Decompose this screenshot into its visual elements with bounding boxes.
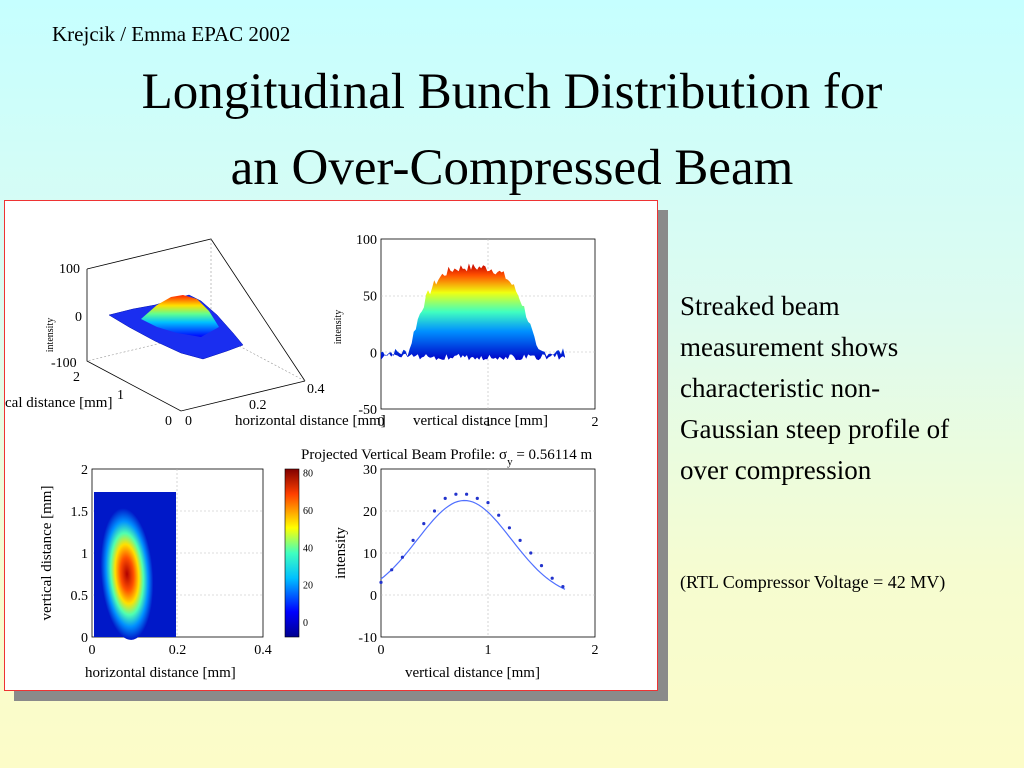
scatter-point xyxy=(486,501,490,505)
scatter-title: Projected Vertical Beam Profile: σy = 0.… xyxy=(301,447,592,468)
scatter-point xyxy=(422,522,426,526)
scatter-point xyxy=(539,564,544,568)
heatmap-xtick: 0.4 xyxy=(254,643,272,658)
scatter-ytick: 10 xyxy=(363,547,377,562)
surface-ytick: 0 xyxy=(165,414,172,429)
surface-ylabel: cal distance [mm] xyxy=(5,395,112,411)
scatter-plot: Projected Vertical Beam Profile: σy = 0.… xyxy=(301,447,599,681)
surface-axes xyxy=(86,269,306,412)
scatter-xtick: 2 xyxy=(592,643,599,658)
scatter-ytick: -10 xyxy=(358,631,377,646)
scatter-point xyxy=(561,585,565,589)
voltage-note: (RTL Compressor Voltage = 42 MV) xyxy=(680,572,946,592)
scatter-xtick: 1 xyxy=(485,643,492,658)
heatmap-ytick: 2 xyxy=(81,463,88,478)
scatter-point xyxy=(454,492,458,496)
area-xtick: 1 xyxy=(485,415,492,430)
heatmap-ytick: 0.5 xyxy=(71,589,89,604)
colorbar-tick: 80 xyxy=(303,469,313,480)
scatter-ytick: 0 xyxy=(370,589,377,604)
scatter-point xyxy=(400,555,404,559)
figure-panel: 100 0 -100 intensity 2 1 0 cal distance … xyxy=(4,200,658,691)
description-line: over compression xyxy=(680,455,872,485)
scatter-point xyxy=(475,496,479,500)
heatmap-ytick: 1.5 xyxy=(71,505,89,520)
area-ytick: -50 xyxy=(358,403,377,418)
figure-svg: 100 0 -100 intensity 2 1 0 cal distance … xyxy=(5,233,599,681)
surface-ztick: -100 xyxy=(51,356,77,371)
slide-author: Krejcik / Emma EPAC 2002 xyxy=(52,22,291,46)
scatter-ytick: 20 xyxy=(363,505,377,520)
heatmap-ytick: 1 xyxy=(81,547,88,562)
colorbar-tick: 0 xyxy=(303,618,308,629)
description-line: Streaked beam xyxy=(680,291,840,321)
area-fill xyxy=(381,263,565,361)
description: Streaked beam measurement shows characte… xyxy=(680,286,1024,491)
surface-xtick: 0 xyxy=(185,414,192,429)
description-line: Gaussian steep profile of xyxy=(680,414,950,444)
scatter-ylabel: intensity xyxy=(333,527,349,579)
area-ytick: 100 xyxy=(356,233,377,248)
surface-ytick: 1 xyxy=(117,388,124,403)
surface-xtick: 0.4 xyxy=(307,382,325,397)
surface-ztick: 100 xyxy=(59,262,80,277)
scatter-point xyxy=(390,568,394,572)
scatter-ytick: 30 xyxy=(363,463,377,478)
colorbar-tick: 20 xyxy=(303,581,313,592)
heatmap-xlabel: horizontal distance [mm] xyxy=(85,665,236,681)
heatmap-beam-spot xyxy=(100,508,154,640)
area-xlabel: vertical distance [mm] xyxy=(413,413,548,429)
scatter-point xyxy=(507,526,511,530)
area-ytick: 50 xyxy=(363,290,377,305)
surface-peak xyxy=(141,295,219,337)
scatter-fit-curve xyxy=(380,499,566,590)
surface-zlabel: intensity xyxy=(45,318,56,352)
scatter-point xyxy=(518,538,522,542)
area-xtick: 0 xyxy=(378,415,385,430)
scatter-point xyxy=(432,509,437,513)
scatter-point xyxy=(379,580,383,584)
area-xtick: 2 xyxy=(592,415,599,430)
scatter-point xyxy=(411,538,415,542)
scatter-xtick: 0 xyxy=(378,643,385,658)
scatter-point xyxy=(529,551,533,555)
surface-xtick: 0.2 xyxy=(249,398,267,413)
heatmap-xtick: 0.2 xyxy=(169,643,187,658)
heatmap-ytick: 0 xyxy=(81,631,88,646)
scatter-point xyxy=(465,492,469,496)
scatter-grid xyxy=(381,469,595,637)
surface-ytick: 2 xyxy=(73,370,80,385)
slide-title-line2: an Over-Compressed Beam xyxy=(230,140,794,196)
description-line: measurement shows xyxy=(680,332,899,362)
slide-title-line1: Longitudinal Bunch Distribution for xyxy=(141,64,883,120)
surface-plot: 100 0 -100 intensity 2 1 0 cal distance … xyxy=(5,238,386,429)
colorbar xyxy=(284,468,300,638)
colorbar-tick: 40 xyxy=(303,543,313,554)
description-line: characteristic non- xyxy=(680,373,881,403)
area-ylabel: intensity xyxy=(333,310,344,344)
scatter-xlabel: vertical distance [mm] xyxy=(405,665,540,681)
heatmap-ylabel: vertical distance [mm] xyxy=(39,486,55,621)
scatter-point xyxy=(443,496,447,500)
area-ytick: 0 xyxy=(370,346,377,361)
heatmap-plot: 21.510.500 0.2 0.4 vertical distance [mm] … xyxy=(39,463,313,681)
scatter-point xyxy=(497,513,501,517)
colorbar-tick: 60 xyxy=(303,506,313,517)
surface-ztick: 0 xyxy=(75,310,82,325)
surface-xlabel: horizontal distance [mm] xyxy=(235,413,386,429)
scatter-point xyxy=(550,576,554,580)
heatmap-xtick: 0 xyxy=(89,643,96,658)
